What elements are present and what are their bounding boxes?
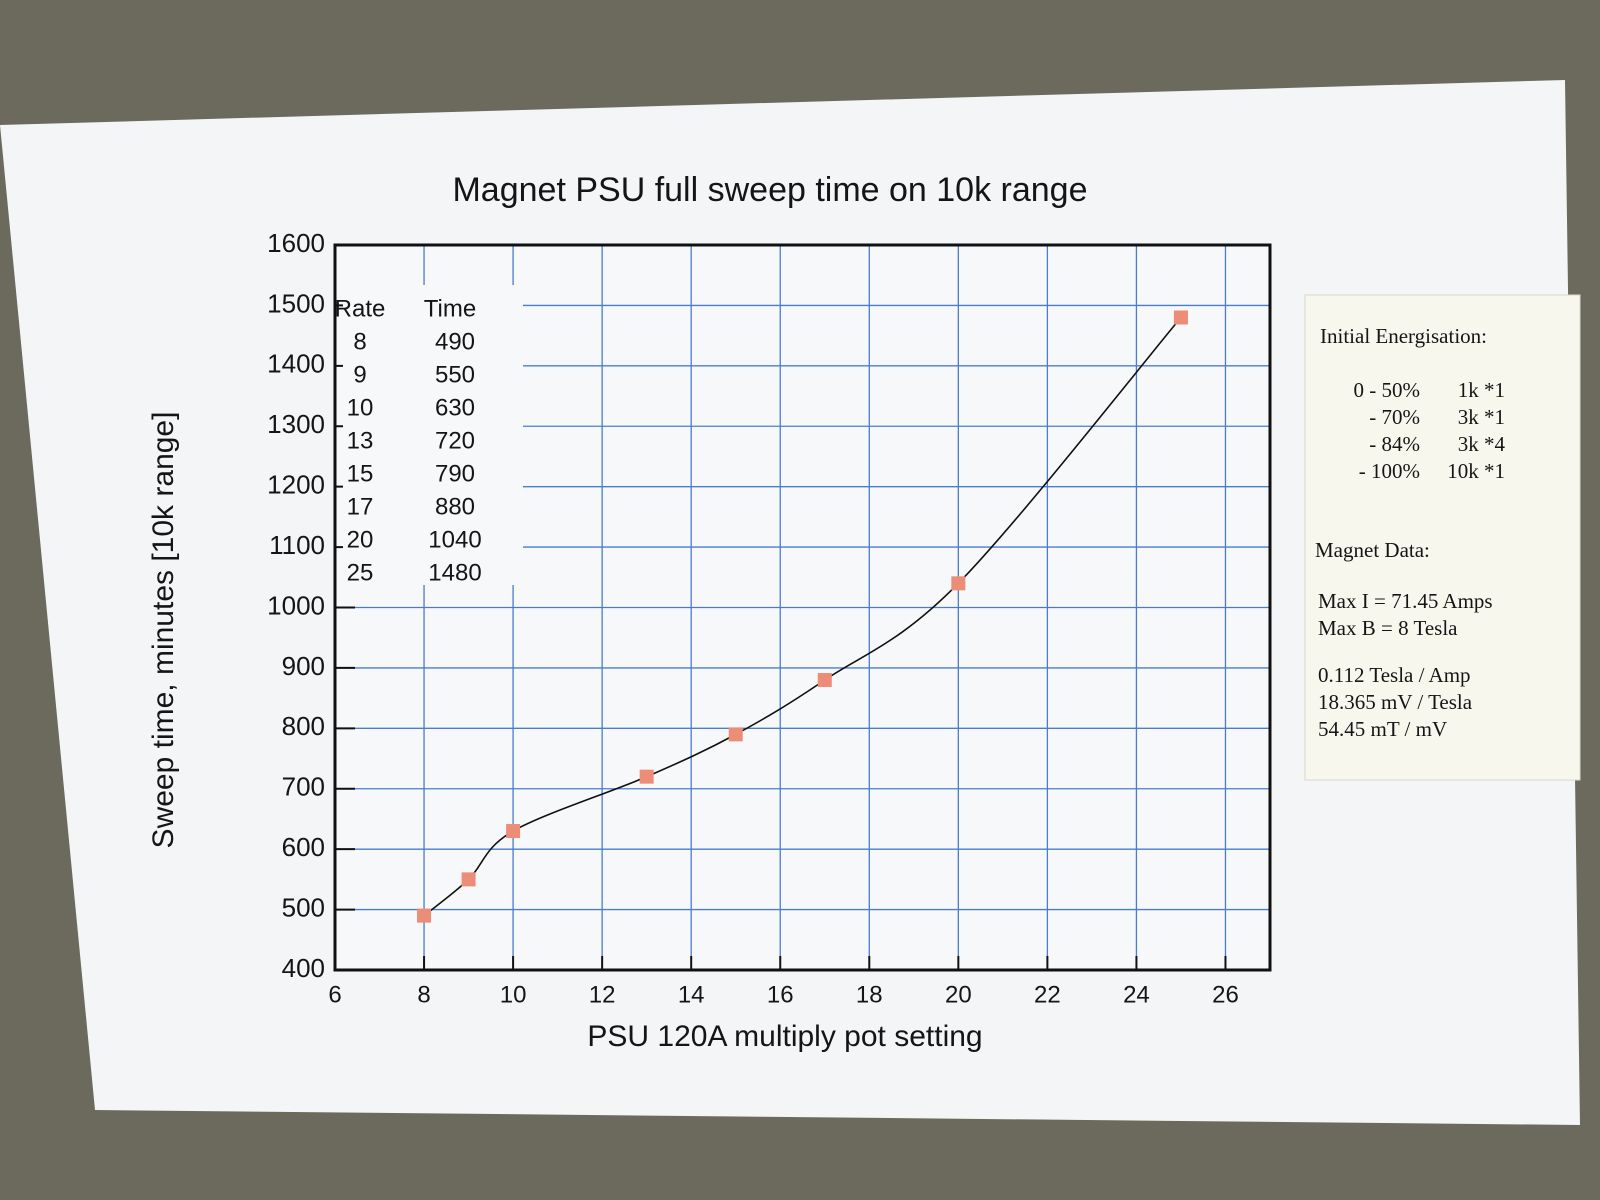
y-tick-label: 700 (282, 772, 325, 802)
table-time: 790 (435, 460, 475, 487)
note-setting: 3k *1 (1458, 405, 1505, 429)
note-range: - 70% (1369, 405, 1420, 429)
note-card (1304, 294, 1581, 781)
plot-frame (333, 243, 1272, 972)
table-rate: 20 (347, 526, 374, 553)
y-tick-label: 1400 (267, 349, 325, 379)
y-axis-label: Sweep time, minutes [10k range] (147, 412, 180, 849)
table-rate: 15 (347, 460, 374, 487)
x-tick-label: 16 (767, 981, 794, 1008)
table-time: 880 (435, 493, 475, 520)
table-header: Time (424, 295, 476, 322)
y-tick-label: 500 (282, 892, 325, 922)
point (951, 576, 966, 591)
note-setting: 1k *1 (1458, 378, 1505, 402)
x-tick-label: 26 (1212, 981, 1239, 1008)
x-tick-label: 8 (417, 981, 430, 1008)
point (506, 824, 521, 839)
note-line: Max I = 71.45 Amps (1318, 589, 1493, 613)
y-tick-label: 1200 (267, 470, 325, 500)
table-bg (343, 285, 523, 585)
note-line: Max B = 8 Tesla (1318, 616, 1458, 640)
y-tick-label: 800 (282, 711, 325, 741)
table-rate: 8 (353, 328, 366, 355)
point (817, 673, 832, 687)
y-tick-label: 900 (282, 651, 325, 681)
y-tick-label: 1600 (267, 228, 325, 258)
note-title: Initial Energisation: (1320, 324, 1487, 348)
table-rate: 13 (347, 427, 374, 454)
note-range: - 84% (1369, 432, 1420, 456)
y-tick-label: 600 (282, 832, 325, 862)
table-rate: 9 (353, 361, 366, 388)
note-range: - 100% (1359, 459, 1420, 483)
table-time: 490 (435, 328, 475, 355)
point (728, 727, 743, 742)
note-setting: 10k *1 (1447, 459, 1505, 483)
x-tick-label: 6 (328, 981, 341, 1008)
table-time: 1040 (428, 526, 481, 553)
table-time: 630 (435, 394, 475, 421)
y-tick-label: 1100 (269, 530, 325, 560)
note-line: 18.365 mV / Tesla (1318, 690, 1473, 714)
table-rate: 10 (347, 394, 374, 421)
note-line: 0.112 Tesla / Amp (1318, 663, 1471, 687)
point (639, 769, 654, 784)
y-tick-label: 1300 (267, 409, 325, 439)
x-tick-label: 14 (678, 981, 705, 1008)
point (1173, 310, 1188, 325)
x-tick-label: 22 (1034, 981, 1061, 1008)
note-magnet-title: Magnet Data: (1315, 538, 1430, 562)
table-time: 720 (435, 427, 475, 454)
note-line: 54.45 mT / mV (1318, 717, 1447, 741)
x-tick-label: 10 (500, 981, 527, 1008)
y-tick-label: 400 (282, 953, 325, 983)
y-tick-label: 1000 (267, 590, 325, 620)
table-rate: 25 (347, 559, 374, 586)
point (461, 872, 476, 887)
note-setting: 3k *4 (1458, 432, 1506, 456)
table-time: 1480 (428, 559, 481, 586)
x-tick-label: 12 (589, 981, 616, 1008)
x-tick-label: 24 (1123, 981, 1150, 1008)
table-time: 550 (435, 361, 475, 388)
point (417, 908, 432, 923)
table-rate: 17 (347, 493, 374, 520)
x-axis-label: PSU 120A multiply pot setting (587, 1020, 982, 1053)
x-tick-label: 18 (856, 981, 883, 1008)
table-header: Rate (335, 295, 386, 322)
chart-title: Magnet PSU full sweep time on 10k range (452, 171, 1087, 209)
y-tick-label: 1500 (267, 288, 325, 318)
note-range: 0 - 50% (1354, 378, 1421, 402)
x-tick-label: 20 (945, 981, 972, 1008)
